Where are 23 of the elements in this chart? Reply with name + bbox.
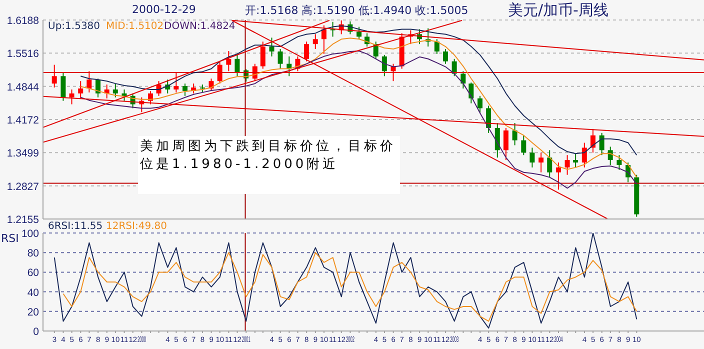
text: 2000-12-29	[132, 3, 196, 16]
y-tick-label: 1.6188	[6, 15, 40, 27]
y-tick-label: 1.4844	[6, 81, 40, 94]
series-label: 6RSI:11.55	[48, 221, 104, 232]
text: Up:1.5380	[48, 21, 102, 32]
chart-title: 美元/加币-周线	[508, 1, 608, 20]
y-tick-label: 0	[33, 326, 40, 338]
y-tick-label: 1.2827	[6, 180, 40, 193]
y-tick-label: 40	[27, 286, 40, 299]
y-tick-label: 60	[27, 267, 40, 280]
y-tick-label: 1.3499	[6, 148, 40, 160]
y-tick-label: 100	[21, 228, 40, 240]
text: MID:1.5102	[106, 21, 164, 32]
text: DOWN:1.4824	[164, 21, 236, 32]
y-tick-label: 1.2155	[6, 214, 40, 226]
y-tick-label: 20	[27, 306, 40, 318]
y-tick-label: 80	[27, 248, 40, 260]
text: 12RSI:49.80	[106, 221, 167, 232]
y-tick-label: 1.4172	[6, 114, 40, 126]
y-tick-label: 1.5516	[6, 48, 40, 60]
text: 开:1.5168 高:1.5190 低:1.4940 收:1.5005	[245, 3, 468, 18]
annotation: 美加周图为下跌到目标价位，目标价位是1.1980-1.2000附近	[138, 136, 400, 194]
y-axis-title: RSI	[1, 232, 19, 245]
